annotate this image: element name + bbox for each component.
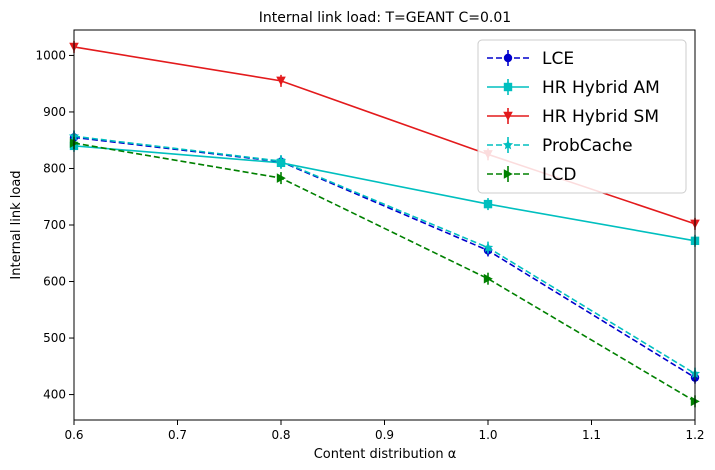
x-tick-label: 1.2: [685, 428, 704, 442]
data-point: [483, 273, 493, 284]
y-tick-label: 600: [43, 275, 66, 289]
legend-marker: [503, 82, 513, 92]
legend-label: LCE: [542, 49, 574, 69]
series-line: [73, 145, 696, 242]
chart-title: Internal link load: T=GEANT C=0.01: [259, 10, 511, 26]
x-tick-label: 1.0: [478, 428, 497, 442]
legend-entry: HR Hybrid AM: [487, 78, 660, 98]
legend: LCE HR Hybrid AM HR Hybrid SM ProbCache LCD: [477, 39, 687, 194]
y-tick-label: 800: [43, 161, 66, 175]
series-line: [73, 142, 696, 403]
legend-label: LCD: [542, 165, 576, 185]
x-tick-label: 0.6: [64, 428, 83, 442]
legend-marker: [503, 53, 513, 63]
legend-entry: ProbCache: [487, 136, 633, 156]
legend-marker: [503, 111, 513, 121]
series-line: [73, 136, 696, 379]
data-point: [482, 242, 494, 252]
legend-entry: LCE: [487, 49, 574, 69]
legend-entry: LCD: [487, 165, 576, 185]
legend-entry: HR Hybrid SM: [487, 107, 659, 127]
x-tick-label: 0.8: [271, 428, 290, 442]
y-tick-label: 500: [43, 331, 66, 345]
y-tick-label: 700: [43, 218, 66, 232]
legend-label: HR Hybrid SM: [542, 107, 659, 127]
x-axis-label: Content distribution α: [314, 447, 457, 462]
x-tick-label: 0.7: [168, 428, 187, 442]
plot-frame: [73, 29, 696, 421]
legend-box: [477, 39, 687, 194]
x-tick-label: 1.1: [582, 428, 601, 442]
y-axis-label: Internal link load: [9, 170, 24, 279]
data-point: [276, 76, 286, 86]
legend-marker: [503, 169, 513, 179]
y-tick-label: 400: [43, 388, 66, 402]
legend-label: HR Hybrid AM: [542, 78, 660, 98]
legend-label: ProbCache: [542, 136, 633, 156]
data-point: [275, 155, 287, 166]
x-tick-label: 0.9: [375, 428, 394, 442]
y-tick-label: 900: [43, 105, 66, 119]
axis-ticks: 0.6 0.7 0.8 0.9 1.0 1.1 1.2 400 500 600 700 800 900 1…: [35, 48, 704, 442]
series-line: [73, 135, 696, 375]
data-point: [483, 199, 493, 209]
data-point: [276, 173, 286, 183]
legend-marker: [502, 139, 514, 150]
y-tick-label: 1000: [35, 48, 66, 62]
